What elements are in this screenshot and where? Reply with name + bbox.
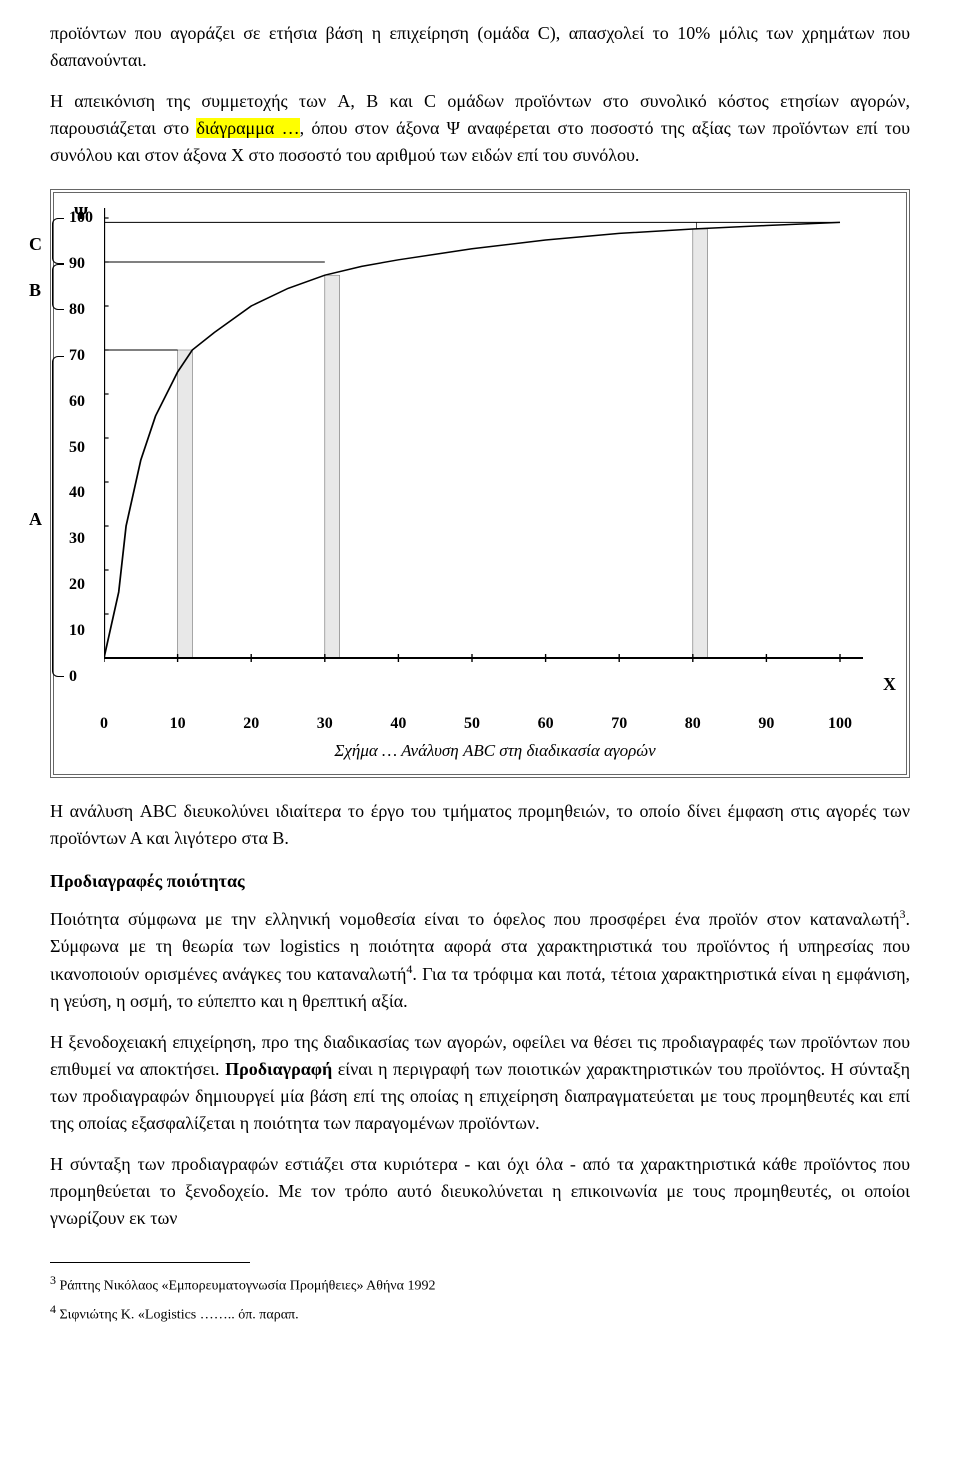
paragraph-5: Η ξενοδοχειακή επιχείρηση, προ της διαδι… — [50, 1029, 910, 1137]
paragraph-2: Η απεικόνιση της συμμετοχής των A, B και… — [50, 88, 910, 169]
footnote-3-text: Ράπτης Νικόλαος «Εμπορευματογνωσία Προμή… — [56, 1278, 435, 1293]
paragraph-6: Η σύνταξη των προδιαγραφών εστιάζει στα … — [50, 1151, 910, 1232]
paragraph-4: Ποιότητα σύμφωνα με την ελληνική νομοθεσ… — [50, 905, 910, 1015]
paragraph-1: προϊόντων που αγοράζει σε ετήσια βάση η … — [50, 20, 910, 74]
chart-caption: Σχήμα … Ανάλυση ABC στη διαδικασία αγορώ… — [104, 738, 886, 764]
footnote-3: 3 Ράπτης Νικόλαος «Εμπορευματογνωσία Προ… — [50, 1271, 910, 1297]
highlighted-text: διάγραμμα … — [196, 118, 299, 138]
chart-frame: 0102030405060708090100010203040506070809… — [50, 189, 910, 778]
chart-plot-area: 0102030405060708090100010203040506070809… — [104, 208, 886, 708]
bold-term: Προδιαγραφή — [225, 1059, 332, 1079]
abc-chart: 0102030405060708090100010203040506070809… — [50, 189, 910, 778]
chart-svg — [104, 208, 886, 688]
footnote-4: 4 Σιφνιώτης Κ. «Logistics …….. όπ. παραπ… — [50, 1300, 910, 1326]
para4-a: Ποιότητα σύμφωνα με την ελληνική νομοθεσ… — [50, 909, 900, 929]
footnote-separator — [50, 1262, 250, 1263]
paragraph-3: Η ανάλυση ABC διευκολύνει ιδιαίτερα το έ… — [50, 798, 910, 852]
footnote-4-text: Σιφνιώτης Κ. «Logistics …….. όπ. παραπ. — [56, 1308, 299, 1323]
section-title-quality: Προδιαγραφές ποιότητας — [50, 868, 910, 895]
